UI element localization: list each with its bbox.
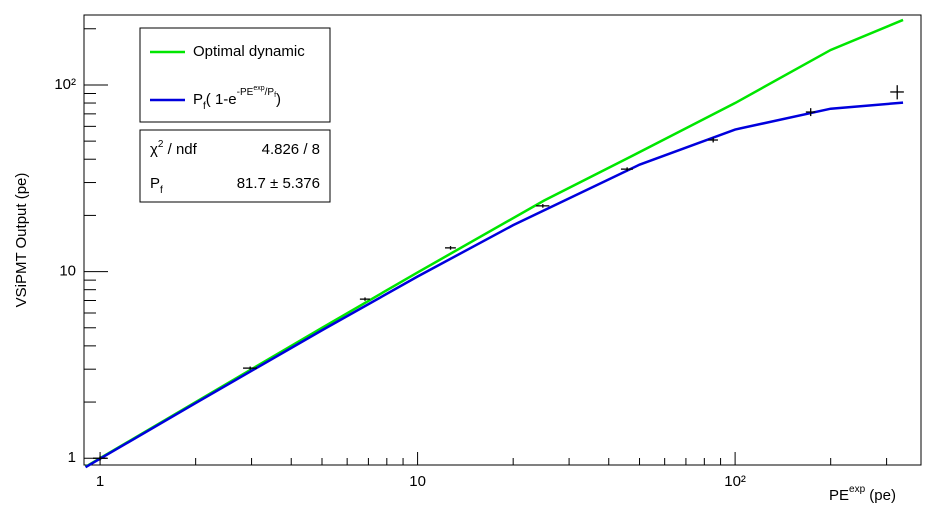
x-tick-label: 10² xyxy=(724,473,746,490)
x-axis-title-part: exp xyxy=(849,484,866,495)
stats-label: Pf xyxy=(150,175,163,196)
legend-box xyxy=(139,27,331,123)
stats-value: 81.7 ± 5.376 xyxy=(237,175,320,192)
data-point xyxy=(708,137,718,143)
y-tick-label: 10 xyxy=(59,263,76,280)
stats-label-part: P xyxy=(150,175,160,192)
legend-label-part: P xyxy=(193,91,203,108)
data-point xyxy=(92,455,107,461)
stats-label-part: χ xyxy=(150,141,158,158)
stats-label-part: / ndf xyxy=(163,141,197,158)
x-axis-title-part: PE xyxy=(829,487,849,504)
x-tick-label: 10 xyxy=(409,473,426,490)
y-tick-label: 10² xyxy=(54,76,76,93)
data-point xyxy=(620,167,634,171)
stats-value: 4.826 / 8 xyxy=(262,141,320,158)
legend-label-part: exp xyxy=(253,85,264,92)
stats-label: χ2 / ndf xyxy=(150,139,198,158)
stats-label-part: f xyxy=(160,185,163,196)
x-axis-title-part: (pe) xyxy=(865,487,896,504)
legend-label-part: f xyxy=(274,92,276,99)
data-point xyxy=(359,297,370,301)
y-axis-title: VSiPMT Output (pe) xyxy=(13,173,30,308)
legend-label-part: f xyxy=(203,101,206,112)
data-point xyxy=(890,85,904,100)
data-point xyxy=(535,204,550,208)
legend-label-part: ( 1-e xyxy=(206,91,237,108)
legend-label-part: -PE xyxy=(237,87,254,98)
x-tick-label: 1 xyxy=(96,473,104,490)
data-point xyxy=(445,246,456,250)
stats-box xyxy=(139,129,331,203)
data-point xyxy=(243,366,257,370)
x-axis-title: PEexp (pe) xyxy=(829,484,896,504)
legend-label-part: ) xyxy=(276,91,281,108)
legend-label: Pf( 1-e-PEexp/Pf) xyxy=(193,85,281,112)
curve xyxy=(84,101,904,469)
plot-frame xyxy=(83,14,922,466)
legend-label-part: /P xyxy=(265,87,275,98)
y-tick-label: 1 xyxy=(68,449,76,466)
data-point xyxy=(805,108,816,117)
stats-label-part: 2 xyxy=(158,139,164,150)
legend-label: Optimal dynamic xyxy=(193,43,305,60)
